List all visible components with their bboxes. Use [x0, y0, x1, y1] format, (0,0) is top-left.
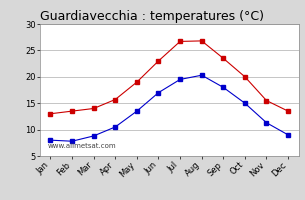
Text: Guardiavecchia : temperatures (°C): Guardiavecchia : temperatures (°C) [40, 10, 264, 23]
Text: www.allmetsat.com: www.allmetsat.com [47, 143, 116, 149]
